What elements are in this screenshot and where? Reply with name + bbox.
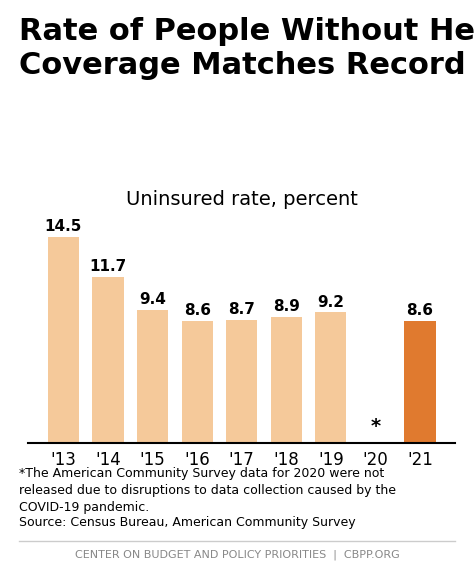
Bar bbox=[92, 277, 124, 443]
Bar bbox=[137, 310, 168, 443]
Text: Source: Census Bureau, American Community Survey: Source: Census Bureau, American Communit… bbox=[19, 516, 355, 529]
Bar bbox=[226, 319, 257, 443]
Text: 8.6: 8.6 bbox=[407, 303, 434, 318]
Text: 8.9: 8.9 bbox=[273, 299, 300, 314]
Text: *: * bbox=[370, 417, 381, 436]
Text: 9.2: 9.2 bbox=[318, 295, 345, 310]
Bar bbox=[404, 321, 436, 443]
Bar bbox=[48, 237, 79, 443]
Title: Uninsured rate, percent: Uninsured rate, percent bbox=[126, 190, 358, 208]
Text: CENTER ON BUDGET AND POLICY PRIORITIES  |  CBPP.ORG: CENTER ON BUDGET AND POLICY PRIORITIES |… bbox=[74, 549, 400, 559]
Bar bbox=[271, 317, 302, 443]
Bar bbox=[182, 321, 213, 443]
Text: Rate of People Without Health
Coverage Matches Record Low: Rate of People Without Health Coverage M… bbox=[19, 17, 474, 80]
Bar bbox=[315, 312, 346, 443]
Text: 8.6: 8.6 bbox=[183, 303, 210, 318]
Text: *The American Community Survey data for 2020 were not
released due to disruption: *The American Community Survey data for … bbox=[19, 467, 396, 514]
Text: 9.4: 9.4 bbox=[139, 292, 166, 307]
Text: 11.7: 11.7 bbox=[90, 259, 127, 274]
Text: 14.5: 14.5 bbox=[45, 219, 82, 234]
Text: 8.7: 8.7 bbox=[228, 302, 255, 317]
